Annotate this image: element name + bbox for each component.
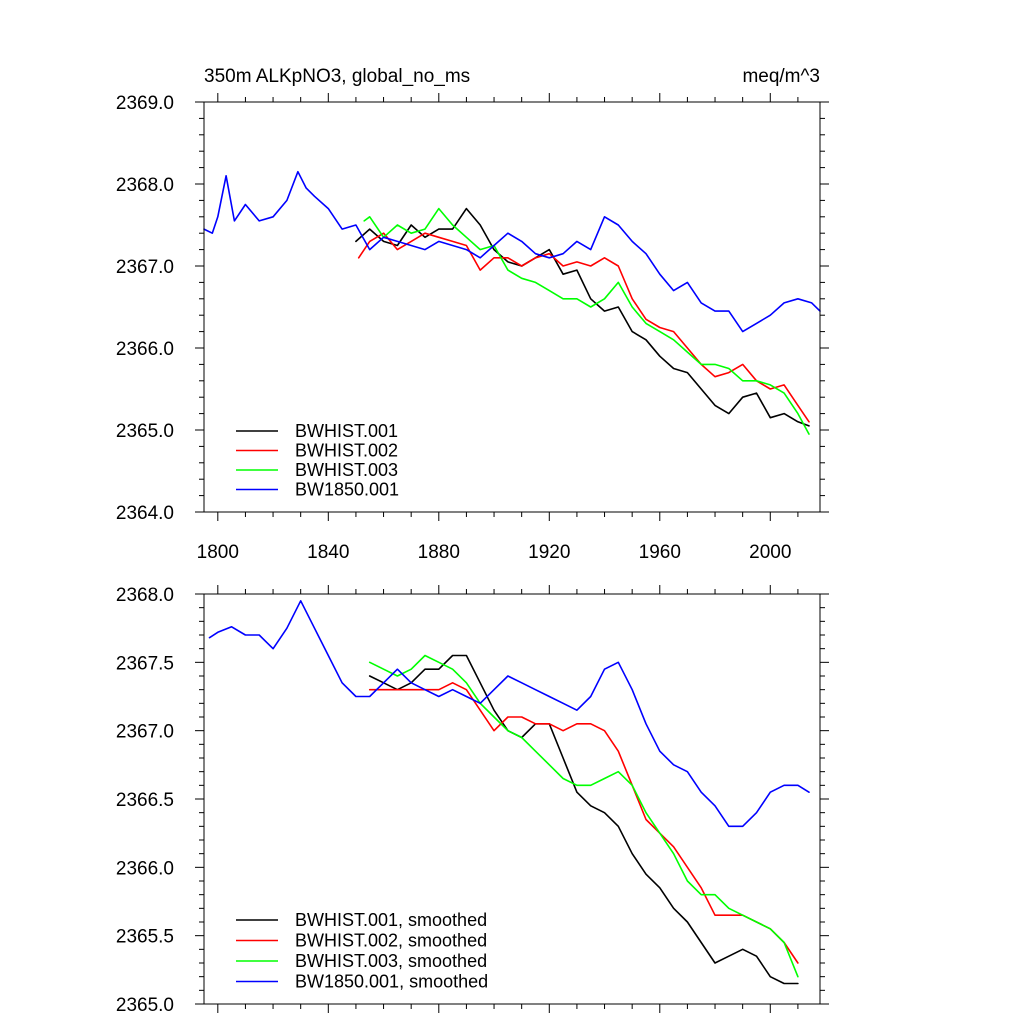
top-y-tick-label: 2367.0 xyxy=(116,257,174,278)
bottom-series-bwhist-001-smoothed xyxy=(368,654,799,985)
bottom-series-bw1850-001-smoothed xyxy=(208,599,810,828)
top-x-tick-label: 1960 xyxy=(639,542,681,563)
top-legend-label: BWHIST.003 xyxy=(295,460,398,480)
top-y-tick-label: 2368.0 xyxy=(116,175,174,196)
bottom-y-tick-label: 2366.0 xyxy=(116,858,174,879)
top-x-tick-label: 2000 xyxy=(749,542,791,563)
top-y-tick-label: 2369.0 xyxy=(116,93,174,114)
top-x-tick-label: 1800 xyxy=(197,542,239,563)
top-y-tick-label: 2365.0 xyxy=(116,421,174,442)
top-series-bwhist-003 xyxy=(363,207,810,435)
top-y-tick-label: 2366.0 xyxy=(116,339,174,360)
bottom-y-tick-label: 2368.0 xyxy=(116,585,174,606)
bottom-legend-label: BWHIST.003, smoothed xyxy=(295,951,487,971)
top-y-tick-label: 2364.0 xyxy=(116,503,174,524)
top-plot-frame xyxy=(203,101,821,513)
top-panel-title: 350m ALKpNO3, global_no_ms xyxy=(204,66,470,87)
bottom-y-tick-label: 2367.5 xyxy=(116,653,174,674)
top-x-tick-label: 1880 xyxy=(418,542,460,563)
top-x-tick-label: 1920 xyxy=(528,542,570,563)
top-panel: 350m ALKpNO3, global_no_ms meq/m^3 1800 1… xyxy=(116,66,829,563)
top-series-bwhist-002 xyxy=(357,232,810,423)
top-legend-label: BWHIST.001 xyxy=(295,421,398,441)
bottom-series-bwhist-002-smoothed xyxy=(368,681,799,964)
top-series-bw1850-001 xyxy=(203,170,821,333)
bottom-legend-label: BW1850.001, smoothed xyxy=(295,972,488,992)
bottom-y-tick-label: 2366.5 xyxy=(116,790,174,811)
top-legend-label: BW1850.001 xyxy=(295,480,399,500)
top-series-bwhist-001 xyxy=(355,207,810,427)
bottom-y-tick-label: 2365.0 xyxy=(116,995,174,1016)
top-x-tick-label: 1840 xyxy=(307,542,349,563)
bottom-y-tick-label: 2367.0 xyxy=(116,722,174,743)
bottom-panel: 2365.0 2365.5 2366.0 2366.5 2367.0 2367.5 2368… xyxy=(116,585,829,1016)
bottom-legend-label: BWHIST.002, smoothed xyxy=(295,931,487,951)
bottom-y-tick-label: 2365.5 xyxy=(116,927,174,948)
bottom-legend-label: BWHIST.001, smoothed xyxy=(295,910,487,930)
top-legend-label: BWHIST.002 xyxy=(295,441,398,461)
top-panel-units: meq/m^3 xyxy=(742,66,820,87)
bottom-series-bwhist-003-smoothed xyxy=(368,654,799,978)
